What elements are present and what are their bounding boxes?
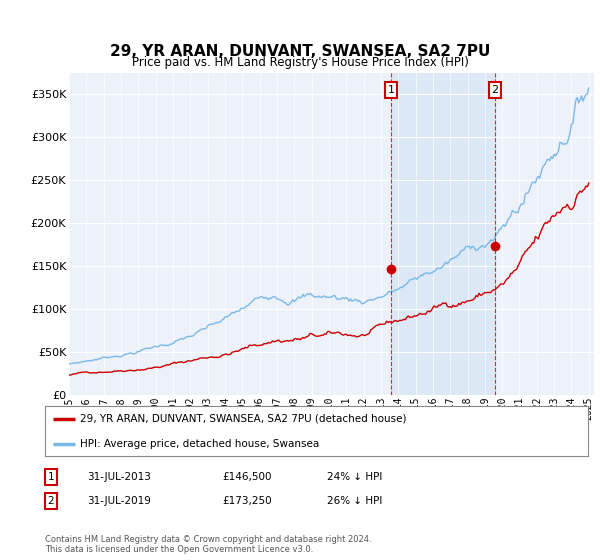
Text: £146,500: £146,500 — [222, 472, 271, 482]
Text: 31-JUL-2013: 31-JUL-2013 — [87, 472, 151, 482]
Text: 29, YR ARAN, DUNVANT, SWANSEA, SA2 7PU: 29, YR ARAN, DUNVANT, SWANSEA, SA2 7PU — [110, 44, 490, 59]
Text: 31-JUL-2019: 31-JUL-2019 — [87, 496, 151, 506]
Text: 26% ↓ HPI: 26% ↓ HPI — [327, 496, 382, 506]
Text: 1: 1 — [47, 472, 55, 482]
Text: 1: 1 — [388, 85, 394, 95]
Text: HPI: Average price, detached house, Swansea: HPI: Average price, detached house, Swan… — [80, 439, 320, 449]
Text: Price paid vs. HM Land Registry's House Price Index (HPI): Price paid vs. HM Land Registry's House … — [131, 56, 469, 69]
Text: £173,250: £173,250 — [222, 496, 272, 506]
Text: 2: 2 — [491, 85, 499, 95]
Text: Contains HM Land Registry data © Crown copyright and database right 2024.
This d: Contains HM Land Registry data © Crown c… — [45, 535, 371, 554]
Bar — [391, 73, 495, 395]
Text: 24% ↓ HPI: 24% ↓ HPI — [327, 472, 382, 482]
Text: 29, YR ARAN, DUNVANT, SWANSEA, SA2 7PU (detached house): 29, YR ARAN, DUNVANT, SWANSEA, SA2 7PU (… — [80, 414, 407, 423]
Text: 2: 2 — [47, 496, 55, 506]
